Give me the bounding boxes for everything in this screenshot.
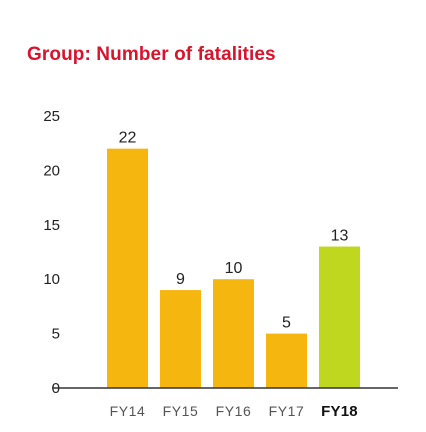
bar-fy16 xyxy=(213,279,254,388)
y-tick-label: 5 xyxy=(52,326,60,343)
data-label-fy14: 22 xyxy=(119,130,137,147)
bars xyxy=(107,148,360,388)
y-tick-label: 20 xyxy=(43,162,60,179)
category-label-fy18: FY18 xyxy=(321,403,358,420)
category-label-fy14: FY14 xyxy=(110,403,146,419)
category-label-fy17: FY17 xyxy=(269,403,305,419)
data-label-fy17: 5 xyxy=(282,315,291,332)
data-label-fy16: 10 xyxy=(225,260,243,277)
data-labels: 22 9 10 5 13 xyxy=(119,130,349,332)
y-tick-label: 10 xyxy=(43,271,60,288)
chart-title: Group: Number of fatalities xyxy=(27,44,276,65)
y-axis-ticks: 0510152025 xyxy=(43,108,60,397)
bar-fy14 xyxy=(107,148,148,388)
category-labels: FY14 FY15 FY16 FY17 FY18 xyxy=(110,403,358,420)
data-label-fy15: 9 xyxy=(176,271,185,288)
y-tick-label: 25 xyxy=(43,108,60,125)
bar-fy18 xyxy=(319,246,360,388)
category-label-fy16: FY16 xyxy=(216,403,252,419)
data-label-fy18: 13 xyxy=(331,228,349,245)
bar-fy15 xyxy=(160,290,201,388)
y-tick-label: 15 xyxy=(43,217,60,234)
bar-fy17 xyxy=(266,333,307,388)
category-label-fy15: FY15 xyxy=(163,403,199,419)
